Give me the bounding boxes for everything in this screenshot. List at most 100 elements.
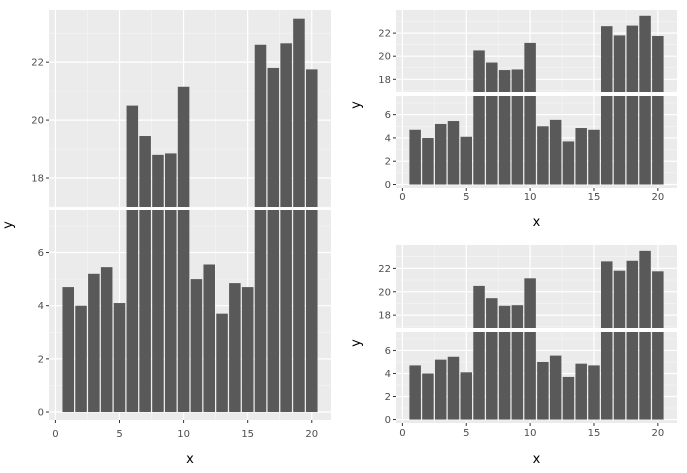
lower-y-tick-label: 2 — [38, 354, 44, 365]
bar-15 — [588, 129, 600, 185]
bar-14 — [575, 128, 587, 185]
upper-y-tick-label: 20 — [378, 52, 391, 63]
bar-1 — [409, 365, 421, 420]
bar-17 — [613, 96, 626, 185]
bar-10-upper — [177, 86, 190, 207]
x-tick-label: 10 — [524, 428, 537, 439]
x-tick-label: 10 — [177, 429, 190, 440]
bar-8 — [498, 332, 511, 420]
x-axis-title: x — [533, 215, 541, 230]
bar-11 — [537, 361, 549, 420]
x-tick-label: 20 — [651, 428, 664, 439]
x-axis-title: x — [533, 452, 541, 467]
bar-7-upper — [139, 136, 151, 207]
bar-15 — [588, 365, 600, 420]
lower-y-tick-label: 4 — [385, 133, 391, 144]
x-tick-label: 15 — [588, 428, 601, 439]
bar-17 — [613, 332, 626, 420]
bar-20-upper — [306, 69, 318, 207]
bar-7 — [486, 96, 498, 185]
bar-6 — [473, 96, 485, 185]
bar-4 — [100, 267, 113, 413]
y-axis-title: y — [1, 221, 16, 229]
bar-17-upper — [613, 35, 626, 92]
bar-13 — [562, 376, 575, 420]
bar-16 — [601, 96, 613, 185]
upper-y-tick-label: 18 — [31, 174, 44, 185]
bar-8-upper — [498, 305, 511, 328]
bar-18 — [626, 96, 639, 185]
x-tick-label: 10 — [524, 192, 537, 203]
upper-y-tick-label: 20 — [31, 116, 44, 127]
bar-9 — [511, 332, 524, 420]
bar-12 — [549, 119, 562, 185]
lower-y-tick-label: 2 — [385, 157, 391, 168]
x-tick-label: 20 — [651, 192, 664, 203]
x-tick-label: 5 — [463, 428, 469, 439]
bar-16 — [601, 332, 613, 420]
bar-20-upper — [652, 35, 664, 92]
bar-8-upper — [152, 154, 164, 207]
bar-6-upper — [473, 285, 485, 328]
chart-panel-1: 18 20 22 0 2 4 6 0 5 10 15 20 x y — [1, 10, 331, 467]
bar-10 — [524, 332, 536, 420]
bar-13 — [562, 141, 575, 185]
bar-1 — [409, 129, 421, 185]
lower-y-tick-label: 4 — [38, 301, 44, 312]
bar-9-upper — [511, 69, 524, 92]
bar-2 — [422, 373, 434, 420]
bar-20 — [652, 332, 664, 420]
lower-y-tick-label: 4 — [385, 369, 391, 380]
bar-6-upper — [126, 105, 139, 207]
bar-7-upper — [486, 298, 498, 328]
bar-14 — [229, 283, 241, 413]
lower-y-tick-label: 2 — [385, 392, 391, 403]
bar-18 — [280, 210, 292, 413]
x-tick-label: 5 — [463, 192, 469, 203]
bar-5 — [460, 372, 472, 420]
bar-6 — [473, 332, 485, 420]
bar-19 — [639, 332, 651, 420]
bar-6-upper — [473, 50, 485, 92]
bar-18-upper — [626, 260, 639, 328]
x-axis-title: x — [186, 452, 194, 467]
bar-14 — [575, 363, 587, 420]
bar-16-upper — [601, 26, 613, 92]
lower-y-tick-label: 0 — [38, 408, 44, 419]
bar-2 — [422, 137, 434, 185]
bar-3 — [434, 123, 447, 185]
bar-9-upper — [165, 153, 177, 207]
bar-6 — [126, 210, 139, 413]
bar-8 — [498, 96, 511, 185]
bar-15 — [241, 287, 254, 413]
y-axis-title: y — [349, 101, 364, 109]
bar-7 — [139, 210, 151, 413]
bar-11 — [190, 279, 203, 413]
bar-16-upper — [601, 261, 613, 328]
bar-9 — [511, 96, 524, 185]
lower-y-tick-label: 0 — [385, 415, 391, 426]
y-axis-title: y — [349, 339, 364, 347]
bar-10 — [524, 96, 536, 185]
upper-y-tick-label: 18 — [378, 311, 391, 322]
bar-20-upper — [652, 271, 664, 328]
bar-10 — [177, 210, 190, 413]
bar-19-upper — [293, 18, 305, 207]
bar-12 — [549, 355, 562, 420]
bar-19-upper — [639, 15, 651, 92]
bar-8 — [152, 210, 164, 413]
bar-9-upper — [511, 305, 524, 328]
bar-9 — [165, 210, 177, 413]
x-tick-label: 0 — [399, 192, 405, 203]
bar-13 — [216, 313, 228, 413]
bar-17-upper — [267, 67, 280, 207]
lower-y-tick-label: 6 — [385, 110, 391, 121]
bar-20 — [652, 96, 664, 185]
bar-1 — [62, 287, 74, 413]
bar-18-upper — [280, 43, 292, 207]
bar-20 — [306, 210, 318, 413]
bar-16-upper — [254, 44, 267, 207]
bar-17-upper — [613, 270, 626, 328]
bar-5 — [113, 303, 126, 413]
